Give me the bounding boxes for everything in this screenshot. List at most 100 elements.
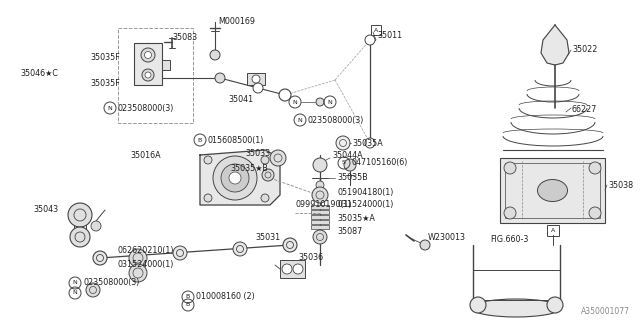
Text: B: B <box>198 138 202 142</box>
Bar <box>311 215 329 219</box>
Circle shape <box>270 150 286 166</box>
Circle shape <box>547 297 563 313</box>
Circle shape <box>221 164 249 192</box>
Bar <box>118 28 193 123</box>
Circle shape <box>233 242 247 256</box>
Circle shape <box>504 162 516 174</box>
Circle shape <box>282 264 292 274</box>
Text: 015608500(1): 015608500(1) <box>208 135 264 145</box>
Circle shape <box>70 227 90 247</box>
Circle shape <box>261 156 269 164</box>
Circle shape <box>316 181 324 189</box>
Text: 031524000(1): 031524000(1) <box>118 260 174 269</box>
Text: 35044A: 35044A <box>332 150 363 159</box>
Bar <box>134 43 162 85</box>
Circle shape <box>204 156 212 164</box>
Circle shape <box>316 98 324 106</box>
Text: M000169: M000169 <box>218 18 255 27</box>
Text: N: N <box>328 100 332 105</box>
Text: 062620210(1): 062620210(1) <box>118 245 175 254</box>
Circle shape <box>313 158 327 172</box>
Text: A350001077: A350001077 <box>581 308 630 316</box>
Circle shape <box>279 89 291 101</box>
Circle shape <box>365 35 375 45</box>
Text: 35031: 35031 <box>255 234 280 243</box>
Circle shape <box>293 264 303 274</box>
Text: 35035F: 35035F <box>90 52 120 61</box>
Circle shape <box>253 83 263 93</box>
Circle shape <box>312 187 328 203</box>
Text: 023508000(3): 023508000(3) <box>118 103 174 113</box>
Text: 35035B: 35035B <box>337 173 368 182</box>
Circle shape <box>129 249 147 267</box>
Text: 35038: 35038 <box>608 180 633 189</box>
Circle shape <box>91 221 101 231</box>
Circle shape <box>210 50 220 60</box>
Bar <box>500 158 605 223</box>
Circle shape <box>336 136 350 150</box>
Text: 35011: 35011 <box>377 30 402 39</box>
Text: 35035A: 35035A <box>352 139 383 148</box>
Circle shape <box>229 172 241 184</box>
Bar <box>311 210 329 214</box>
Text: 35041: 35041 <box>228 95 253 105</box>
Circle shape <box>145 72 151 78</box>
Bar <box>547 225 559 236</box>
Circle shape <box>86 283 100 297</box>
Text: 35016A: 35016A <box>130 150 161 159</box>
Bar <box>311 225 329 229</box>
Text: 099910190(1): 099910190(1) <box>295 201 351 210</box>
Circle shape <box>262 169 274 181</box>
Circle shape <box>129 264 147 282</box>
Text: 010008160 (2): 010008160 (2) <box>196 292 255 301</box>
Text: B: B <box>186 302 190 308</box>
Text: FIG.660-3: FIG.660-3 <box>490 236 529 244</box>
Circle shape <box>470 297 486 313</box>
Text: N: N <box>298 117 302 123</box>
Text: 35087: 35087 <box>337 227 362 236</box>
Text: N: N <box>72 291 77 295</box>
Circle shape <box>365 138 375 148</box>
Circle shape <box>145 52 152 59</box>
Circle shape <box>213 156 257 200</box>
Bar <box>371 25 381 35</box>
Text: 66227: 66227 <box>572 106 597 115</box>
Text: 35033: 35033 <box>245 148 270 157</box>
Text: N: N <box>72 281 77 285</box>
Bar <box>280 260 305 278</box>
Text: 35036: 35036 <box>298 253 323 262</box>
Text: B: B <box>186 294 190 300</box>
Ellipse shape <box>538 180 568 202</box>
Circle shape <box>93 251 107 265</box>
Text: A: A <box>551 228 555 233</box>
Circle shape <box>420 240 430 250</box>
Text: W230013: W230013 <box>428 234 466 243</box>
Circle shape <box>141 48 155 62</box>
Text: S: S <box>342 161 346 165</box>
Circle shape <box>68 203 92 227</box>
Text: N: N <box>292 100 298 105</box>
Text: 031524000(1): 031524000(1) <box>337 201 394 210</box>
Bar <box>311 205 329 209</box>
Text: 35035★A: 35035★A <box>337 213 375 222</box>
Text: 047105160(6): 047105160(6) <box>352 158 408 167</box>
Ellipse shape <box>471 299 561 317</box>
Bar <box>162 60 170 70</box>
Circle shape <box>215 73 225 83</box>
Circle shape <box>589 162 601 174</box>
Bar <box>311 220 329 224</box>
Text: 35043: 35043 <box>33 205 58 214</box>
Polygon shape <box>541 25 569 65</box>
Circle shape <box>204 194 212 202</box>
Bar <box>247 73 265 85</box>
Text: 35022: 35022 <box>572 45 597 54</box>
Text: A: A <box>374 28 378 33</box>
Circle shape <box>283 238 297 252</box>
Text: 35035F: 35035F <box>90 78 120 87</box>
Text: N: N <box>108 106 113 110</box>
Text: 35035★B: 35035★B <box>230 164 268 172</box>
Circle shape <box>261 194 269 202</box>
Polygon shape <box>200 150 280 205</box>
Text: 023508000(3): 023508000(3) <box>83 278 140 287</box>
Bar <box>505 163 600 218</box>
